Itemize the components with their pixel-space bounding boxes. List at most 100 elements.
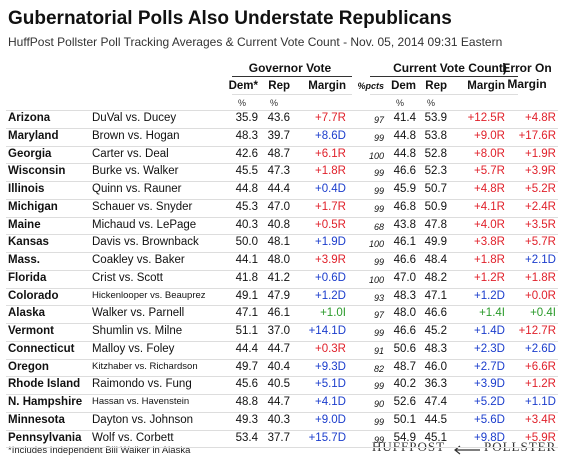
cell: 48.2 (424, 271, 447, 284)
cell: +5.1D (314, 378, 346, 391)
error-margin: +1.2R (524, 378, 556, 391)
unit-label: % (427, 98, 436, 108)
cell: 44.4 (267, 183, 290, 195)
state: Maryland (8, 129, 59, 142)
cell: 97 (373, 115, 384, 125)
logo-pollster: POLLSTER (484, 439, 557, 454)
cell: 47.9 (267, 289, 290, 302)
rule (6, 358, 558, 360)
rule (6, 252, 558, 253)
cell: 48.3 (235, 129, 258, 142)
cell: 46.8 (393, 200, 416, 213)
error-margin: +2.6D (524, 342, 556, 355)
cell: 41.2 (267, 271, 290, 284)
cell: 47.3 (267, 165, 290, 178)
cell: 40.2 (393, 378, 416, 391)
rule (6, 411, 558, 413)
unit-label: % (396, 98, 405, 108)
cell: 97 (373, 310, 384, 321)
error-margin: +3.5R (524, 218, 556, 231)
cell: 99 (373, 416, 384, 427)
rule (6, 216, 558, 218)
state: Michigan (8, 200, 58, 213)
state: Arizona (8, 112, 51, 124)
error-margin: +1.8R (524, 271, 556, 284)
rule (6, 163, 558, 165)
matchup: Burke vs. Walker (92, 165, 179, 178)
cell: 48.8 (235, 396, 258, 408)
rule (6, 127, 558, 129)
matchup: Hassan vs. Havenstein (92, 396, 190, 407)
cell: 44.7 (267, 342, 290, 355)
cell: 48.0 (393, 307, 416, 320)
cell: +9.3D (314, 360, 346, 373)
cell: +3.8R (473, 236, 505, 249)
cell: +8.6D (314, 129, 346, 142)
cell: 48.7 (267, 147, 290, 160)
matchup: Walker vs. Parnell (92, 307, 185, 320)
column-header: Dem (391, 80, 416, 92)
cell: 42.6 (235, 147, 258, 160)
cell: +9.8D (473, 431, 505, 444)
cell: 49.7 (235, 360, 258, 373)
cell: +6.1R (314, 147, 346, 160)
rule (232, 76, 352, 77)
matchup: Schauer vs. Snyder (92, 200, 193, 213)
error-margin: +4.8R (524, 112, 556, 124)
error-margin: +2.1D (524, 254, 556, 266)
cell: 46.6 (393, 325, 416, 337)
cell: +1.4D (473, 325, 505, 337)
cell: 99 (373, 257, 384, 267)
cell: +5.6D (473, 413, 505, 426)
error-margin: +5.7R (524, 236, 556, 249)
cell: +1.7R (314, 200, 346, 213)
cell: 44.5 (424, 413, 447, 426)
cell: 51.1 (235, 325, 258, 337)
column-header: %pcts (357, 81, 384, 91)
state: Minnesota (8, 413, 65, 426)
error-margin: +6.6R (524, 360, 556, 373)
rule (370, 76, 518, 77)
cell: 50.1 (393, 413, 416, 426)
cell: +9.0D (314, 413, 346, 426)
cell: +9.0R (473, 129, 505, 142)
cell: +1.8R (473, 254, 505, 266)
cell: 44.4 (235, 342, 258, 355)
matchup: Brown vs. Hogan (92, 129, 180, 142)
cell: 50.7 (424, 183, 447, 195)
cell: +15.7D (308, 431, 346, 444)
cell: 47.0 (267, 200, 290, 213)
cell: 45.1 (424, 431, 447, 444)
cell: 48.0 (267, 254, 290, 266)
cell: +8.0R (473, 147, 505, 160)
cell: +1.2R (473, 271, 505, 284)
state: Maine (8, 218, 41, 231)
cell: 53.8 (424, 129, 447, 142)
unit-label: % (270, 98, 279, 108)
cell: 48.3 (424, 342, 447, 355)
cell: +4.1R (473, 200, 505, 213)
column-header: Margin (308, 80, 346, 92)
title: Gubernatorial Polls Also Understate Repu… (8, 8, 452, 29)
matchup: Crist vs. Scott (92, 271, 163, 284)
cell: 47.0 (393, 271, 416, 284)
cell: 45.3 (235, 200, 258, 213)
cell: +0.4D (314, 183, 346, 195)
cell: 40.5 (267, 378, 290, 391)
state: N. Hampshire (8, 396, 83, 408)
cell: 48.3 (393, 289, 416, 302)
cell: 40.3 (235, 218, 258, 231)
cell: 47.8 (424, 218, 447, 231)
column-header: Dem* (228, 80, 258, 92)
cell: +0.5R (314, 218, 346, 231)
rule (6, 447, 558, 449)
error-margin: +1.1D (524, 396, 556, 408)
group-header: Margin (507, 77, 547, 91)
error-margin: +5.2R (524, 183, 556, 195)
cell: 46.1 (267, 307, 290, 320)
group-header: Governor Vote (248, 61, 332, 75)
cell: 39.7 (267, 129, 290, 142)
cell: +2.3D (473, 342, 505, 355)
error-margin: +2.4R (524, 200, 556, 213)
cell: +12.5R (467, 112, 505, 124)
